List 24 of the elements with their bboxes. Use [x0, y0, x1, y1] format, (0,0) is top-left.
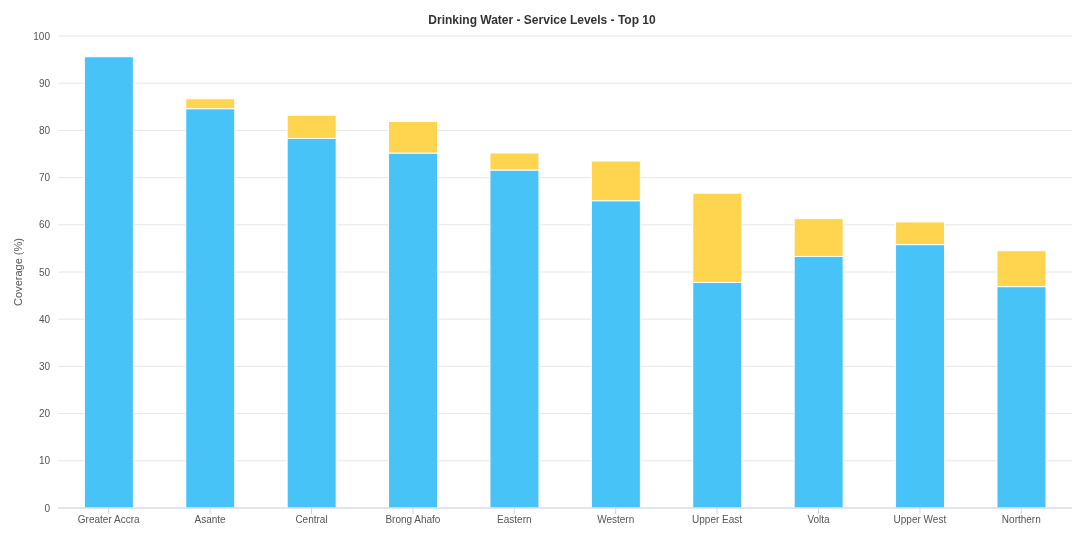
y-tick-label: 100	[33, 30, 51, 42]
x-tick-label: Volta	[807, 514, 831, 526]
x-tick-label: Eastern	[497, 514, 532, 526]
bar	[83, 56, 134, 508]
y-tick-label: 80	[38, 124, 51, 136]
y-tick-label: 50	[38, 266, 51, 278]
y-tick-label: 0	[44, 502, 51, 514]
y-tick-label: 90	[38, 77, 51, 89]
y-tick-label: 10	[38, 455, 51, 467]
x-tick-label: Greater Accra	[77, 514, 140, 526]
x-tick-label: Upper East	[692, 514, 743, 526]
y-tick-label: 40	[38, 313, 51, 325]
y-axis-title: Coverage (%)	[11, 238, 24, 306]
x-tick-label: Upper West	[893, 514, 947, 526]
chart-title: Drinking Water - Service Levels - Top 10	[427, 12, 657, 29]
x-tick-label: Central	[295, 514, 328, 526]
x-tick-label: Asante	[194, 514, 227, 526]
y-tick-label: 20	[38, 408, 51, 420]
y-tick-label: 30	[38, 360, 51, 372]
x-tick-label: Northern	[1001, 514, 1041, 526]
x-tick-label: Western	[597, 514, 635, 526]
y-tick-label: 60	[38, 219, 51, 231]
y-tick-label: 70	[38, 172, 51, 184]
x-tick-label: Brong Ahafo	[385, 514, 441, 526]
